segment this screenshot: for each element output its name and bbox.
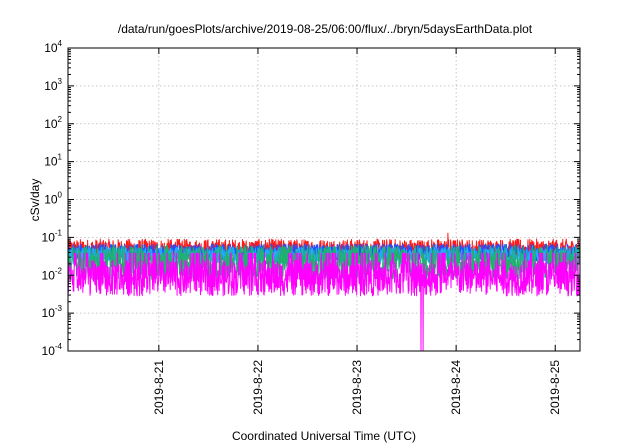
series-line bbox=[67, 252, 581, 352]
x-tick-label: 2019-8-23 bbox=[350, 360, 364, 415]
y-tick-exponent: 4 bbox=[58, 39, 63, 48]
y-tick-label: 10-4 bbox=[42, 342, 63, 358]
y-tick-exponent: -4 bbox=[55, 342, 63, 351]
x-tick-label: 2019-8-22 bbox=[251, 360, 265, 415]
y-tick-exponent: 3 bbox=[58, 77, 63, 86]
y-tick-base: 10 bbox=[44, 41, 58, 55]
x-tick-label: 2019-8-24 bbox=[449, 360, 463, 415]
y-tick-label: 10-2 bbox=[42, 266, 63, 282]
y-tick-base: 10 bbox=[44, 117, 58, 131]
y-tick-base: 10 bbox=[44, 193, 58, 207]
y-tick-exponent: 2 bbox=[58, 115, 63, 124]
y-tick-exponent: -2 bbox=[55, 266, 63, 275]
y-tick-exponent: -3 bbox=[55, 304, 63, 313]
y-tick-base: 10 bbox=[44, 79, 58, 93]
y-tick-label: 10-1 bbox=[42, 228, 63, 244]
y-tick-base: 10 bbox=[42, 306, 56, 320]
chart-title: /data/run/goesPlots/archive/2019-08-25/0… bbox=[118, 22, 533, 36]
x-axis-title: Coordinated Universal Time (UTC) bbox=[232, 429, 416, 443]
y-axis-title: cSv/day bbox=[28, 179, 42, 222]
grid-lines bbox=[68, 48, 580, 351]
y-tick-label: 102 bbox=[44, 115, 62, 131]
y-tick-exponent: -1 bbox=[55, 228, 63, 237]
y-tick-label: 104 bbox=[44, 39, 62, 55]
y-tick-label: 10-3 bbox=[42, 304, 63, 320]
x-tick-label: 2019-8-21 bbox=[152, 360, 166, 415]
y-tick-exponent: 1 bbox=[58, 153, 63, 162]
x-tick-label: 2019-8-25 bbox=[548, 360, 562, 415]
y-tick-base: 10 bbox=[42, 344, 56, 358]
axis-ticks bbox=[68, 47, 580, 352]
y-tick-base: 10 bbox=[44, 155, 58, 169]
y-tick-label: 101 bbox=[44, 153, 62, 169]
y-tick-exponent: 0 bbox=[58, 191, 63, 200]
series-group bbox=[67, 232, 581, 352]
y-tick-label: 103 bbox=[44, 77, 62, 93]
x-tick-labels: 2019-8-21 2019-8-22 2019-8-23 2019-8-24 2019… bbox=[152, 360, 562, 415]
y-tick-base: 10 bbox=[42, 268, 56, 282]
y-tick-label: 100 bbox=[44, 191, 62, 207]
y-tick-base: 10 bbox=[42, 230, 56, 244]
